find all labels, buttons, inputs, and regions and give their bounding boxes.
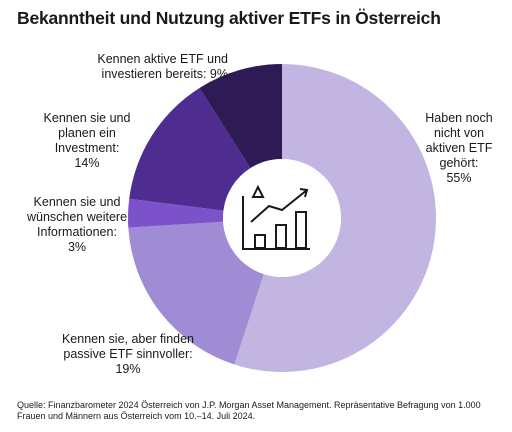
- chart-title: Bekanntheit und Nutzung aktiver ETFs in …: [17, 8, 441, 28]
- slice-label-plan-investment: Kennen sie und planen ein Investment: 14…: [43, 111, 131, 170]
- slice-label-not-heard: Haben noch nicht von aktiven ETF gehört:…: [425, 111, 493, 185]
- slice-want-info: [127, 198, 224, 228]
- slice-label-want-info: Kennen sie und wünschen weitere Informat…: [26, 195, 128, 254]
- slice-plan-investment: [129, 87, 251, 211]
- donut-slices: [127, 64, 436, 372]
- slice-prefer-passive: [128, 221, 264, 365]
- chart-icon: [242, 184, 310, 250]
- donut-chart: [127, 64, 436, 372]
- slice-not-heard: [234, 64, 436, 372]
- slice-already-invest: [199, 64, 282, 169]
- slice-label-already-invest: Kennen aktive ETF und investieren bereit…: [97, 52, 228, 81]
- source-note: Quelle: Finanzbarometer 2024 Österreich …: [17, 400, 481, 421]
- donut-hole: [223, 159, 341, 277]
- slice-label-prefer-passive: Kennen sie, aber finden passive ETF sinn…: [61, 332, 195, 376]
